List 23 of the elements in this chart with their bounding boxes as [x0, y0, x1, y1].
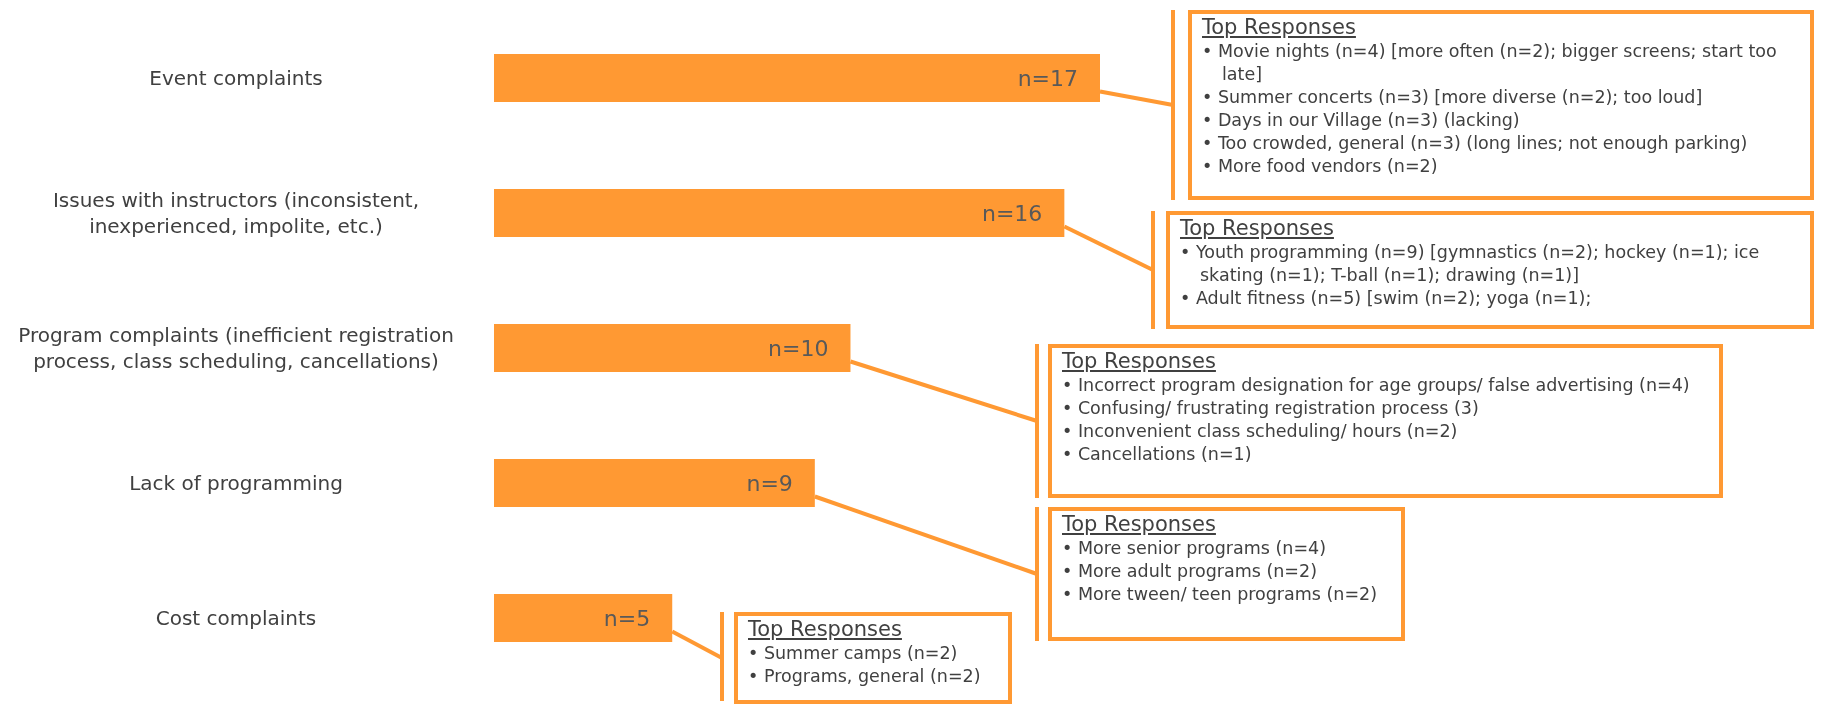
- callout-box: Top Responses • Summer camps (n=2) • Programs, general (n=2): [734, 612, 1012, 704]
- data-label: n=10: [768, 335, 829, 361]
- y-tick-label: Cost complaints: [154, 604, 318, 632]
- bar: [494, 189, 1065, 237]
- annotation: Top Responses • More senior programs (n=4) • More adult programs (n=2) • More tween/ teen programs (n=2): [1062, 511, 1379, 606]
- y-tick-label: Program complaints (inefficient registration process, class scheduling, cancellations): [17, 321, 455, 375]
- callout-box: Top Responses • Movie nights (n=4) [more often (n=2); bigger screens; start too late] • Summer concerts (n=3) [more diverse (n=2); too loud] • Days in our Village (n=3) (lacking) • Too crowded, general (n=3) (long lines; not enough parking) • More food vendors (n=2): [1188, 10, 1814, 200]
- data-label: n=5: [603, 605, 651, 631]
- y-tick-label: Event complaints: [148, 64, 324, 92]
- y-tick-label: Lack of programming: [128, 469, 344, 497]
- annotation: Top Responses • Incorrect program designation for age groups/ false advertising (n=4) • Confusing/ frustrating registration process (3) • Inconvenient class scheduling/ hours (n=2) • Cancellations (n=1): [1062, 348, 1691, 466]
- callout-box: Top Responses • More senior programs (n=4) • More adult programs (n=2) • More tween/ teen programs (n=2): [1048, 507, 1405, 641]
- callout-box: Top Responses • Youth programming (n=9) [gymnastics (n=2); hockey (n=1); ice skating (n=1); T-ball (n=1); drawing (n=1)] • Adult fitness (n=5) [swim (n=2); yoga (n=1);: [1166, 211, 1814, 329]
- callout-box: Top Responses • Incorrect program designation for age groups/ false advertising (n=4) • Confusing/ frustrating registration process (3) • Inconvenient class scheduling/ hours (n=2) • Cancellations (n=1): [1048, 344, 1723, 498]
- data-label: n=9: [746, 470, 793, 496]
- bar: [494, 54, 1100, 102]
- bar: [494, 324, 851, 372]
- bar: [494, 594, 673, 642]
- data-label: n=17: [1017, 65, 1078, 91]
- bar: [494, 459, 815, 507]
- annotation: Top Responses • Summer camps (n=2) • Programs, general (n=2): [748, 616, 982, 688]
- y-tick-label: Issues with instructors (inconsistent, inexperienced, impolite, etc.): [51, 186, 421, 240]
- data-label: n=16: [981, 200, 1043, 226]
